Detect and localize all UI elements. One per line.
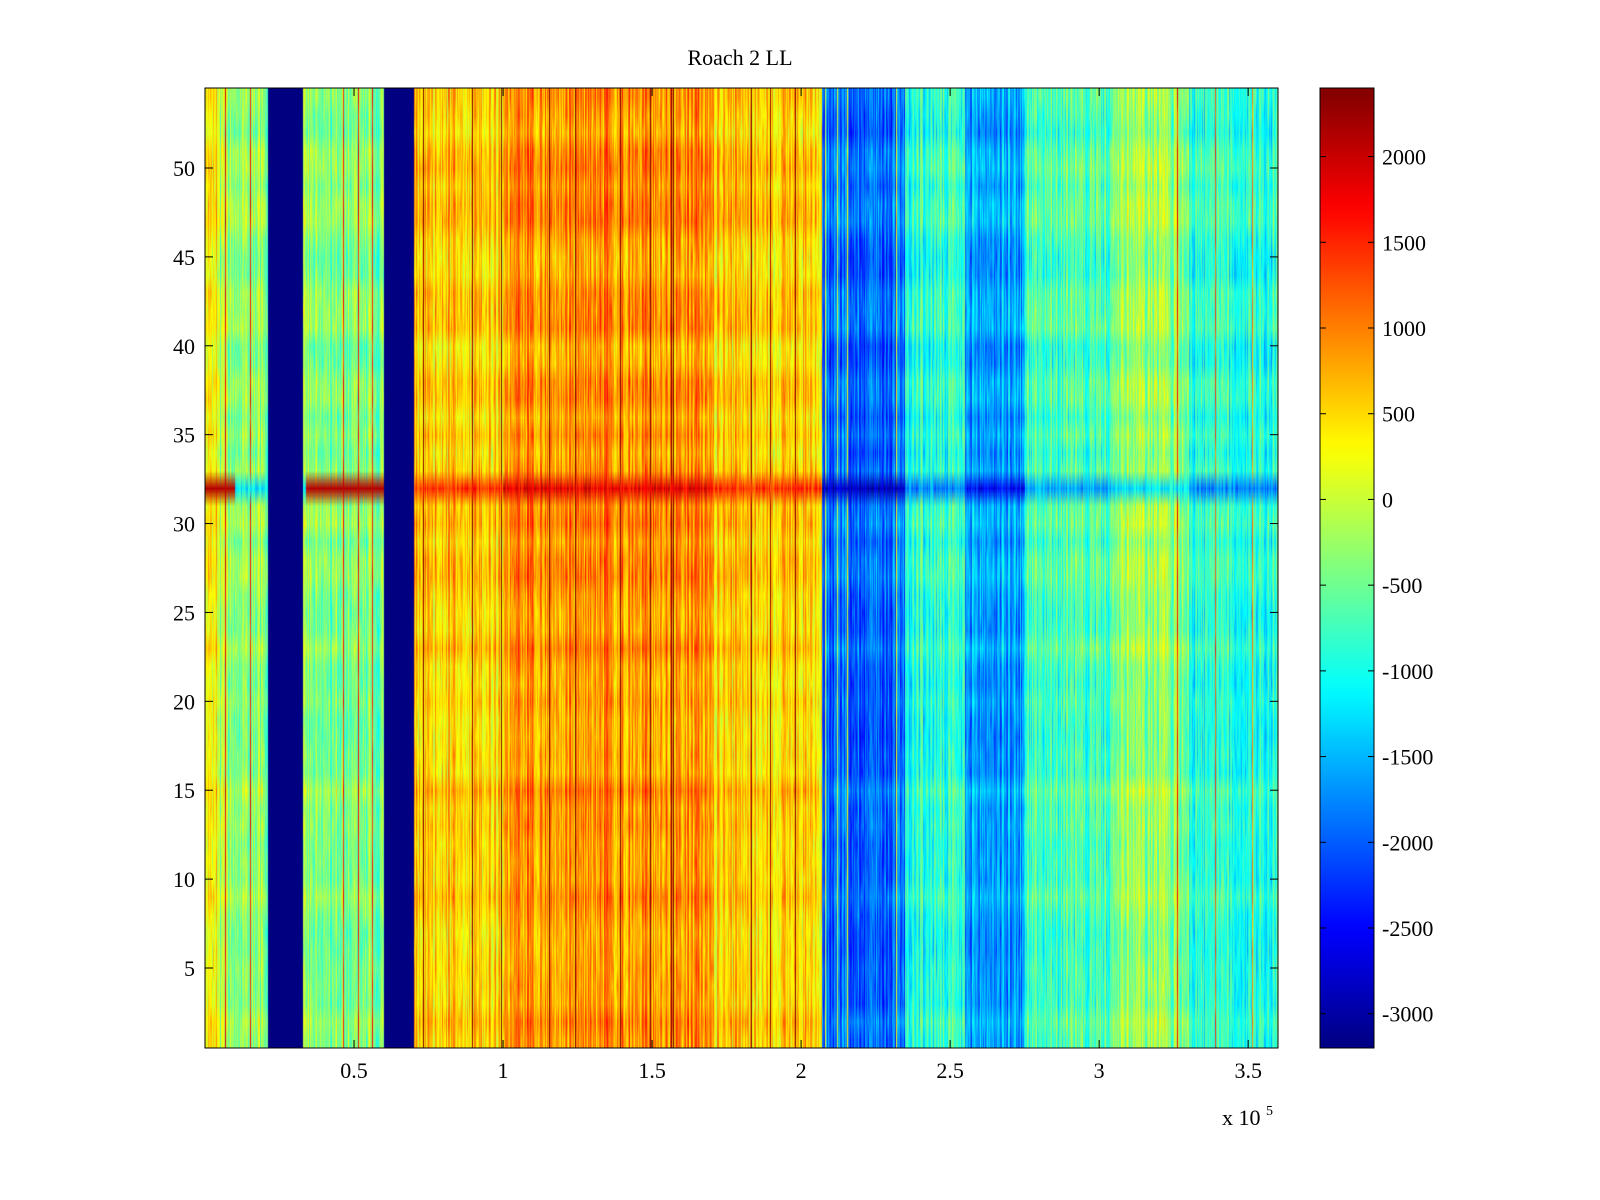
x-multiplier-exponent: 5 [1266,1104,1273,1119]
x-tick-label: 3 [1094,1058,1105,1083]
x-axis: 0.5 1 1.5 2 2.5 3 3.5 [340,88,1262,1083]
colorbar-tick-label: -500 [1382,573,1422,598]
colorbar-tick-label: -1000 [1382,659,1433,684]
colorbar-tick-label: -3000 [1382,1002,1433,1027]
y-tick-label: 40 [173,334,195,359]
x-multiplier-base: x 10 [1222,1105,1261,1130]
y-axis: 5 10 15 20 25 30 35 40 45 50 [173,156,1278,981]
colorbar-tick-label: 0 [1382,487,1393,512]
x-tick-label: 0.5 [340,1058,368,1083]
x-tick-label: 1 [498,1058,509,1083]
y-tick-label: 35 [173,423,195,448]
colorbar-tick-label: -1500 [1382,745,1433,770]
heatmap-image [205,88,1278,1048]
colorbar-frame [1319,87,1375,1049]
x-multiplier: x 10 5 [1222,1104,1273,1130]
x-tick-label: 2.5 [936,1058,964,1083]
y-tick-label: 50 [173,156,195,181]
x-tick-label: 3.5 [1234,1058,1262,1083]
y-tick-label: 15 [173,778,195,803]
chart-title: Roach 2 LL [687,45,792,70]
heatmap [205,88,1278,1048]
x-tick-label: 2 [796,1058,807,1083]
y-tick-label: 25 [173,600,195,625]
colorbar-tick-label: 500 [1382,402,1415,427]
y-tick-label: 10 [173,867,195,892]
y-tick-label: 30 [173,512,195,537]
colorbar-tick-label: 1000 [1382,316,1426,341]
plot-frame [204,87,1279,1049]
colorbar-tick-label: -2000 [1382,830,1433,855]
x-tick-label: 1.5 [638,1058,666,1083]
colorbar-gradient [1320,88,1374,1048]
colorbar-tick-label: 2000 [1382,145,1426,170]
y-tick-label: 5 [184,956,195,981]
colorbar-tick-label: 1500 [1382,230,1426,255]
colorbar-tick-label: -2500 [1382,916,1433,941]
y-tick-label: 20 [173,689,195,714]
y-tick-label: 45 [173,245,195,270]
colorbar: 2000 1500 1000 500 0 -500 -1000 -1500 -2000 -2500… [1319,87,1433,1049]
colorbar-ticks: 2000 1500 1000 500 0 -500 -1000 -1500 -2000 -2500… [1320,145,1433,1027]
